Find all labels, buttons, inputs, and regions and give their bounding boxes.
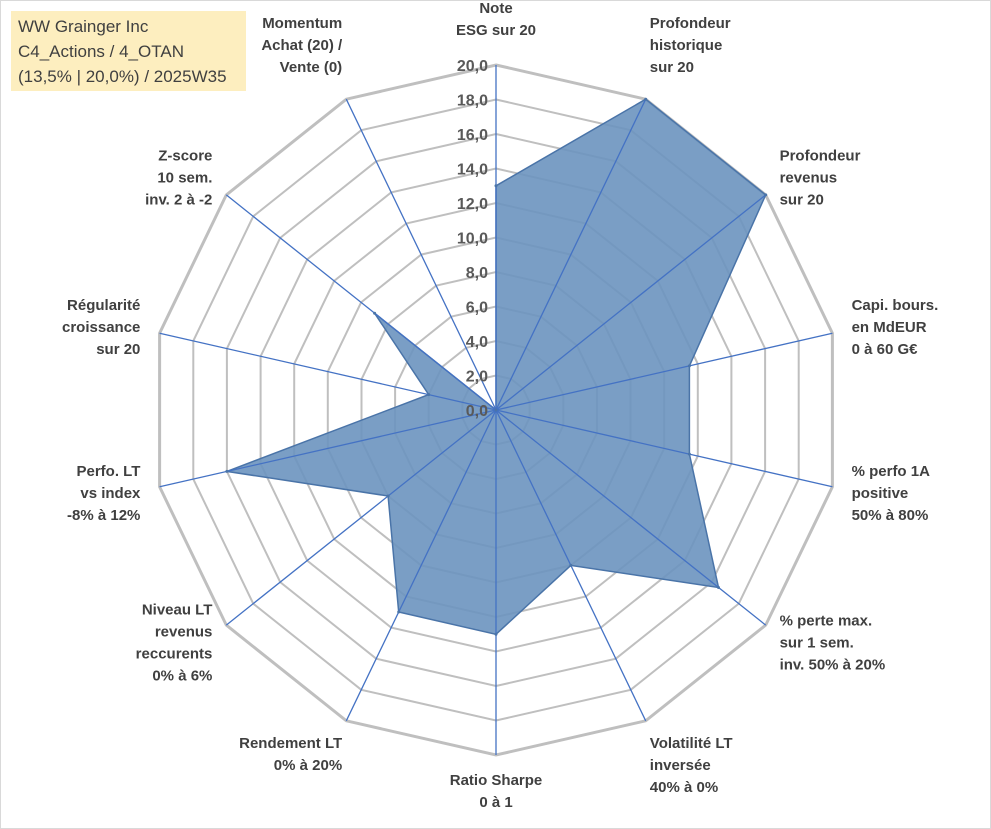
axis-label-13-line-0: Momentum	[262, 15, 342, 32]
data-point-3	[687, 364, 691, 368]
axis-spoke-5	[495, 409, 767, 626]
axis-label-9: Niveau LT revenus reccurents 0% à 6%	[136, 602, 213, 685]
axis-label-12: Z-score 10 sem. inv. 2 à -2	[145, 147, 212, 208]
axis-label-13-line-1: Achat (20) /	[261, 37, 343, 54]
tick-label-9: 18,0	[457, 93, 488, 110]
axis-label-1-line-2: sur 20	[650, 59, 694, 76]
tick-label-5: 10,0	[457, 231, 488, 248]
chart-title-box: WW Grainger Inc C4_Actions / 4_OTAN (13,…	[11, 11, 246, 91]
tick-label-10: 20,0	[457, 58, 488, 75]
chart-title-company: WW Grainger Inc	[18, 17, 149, 36]
axis-label-11-line-0: Régularité	[67, 297, 140, 314]
axis-label-8-line-1: 0% à 20%	[274, 757, 342, 774]
axis-label-9-line-0: Niveau LT	[142, 602, 213, 619]
axis-label-0-line-0: Note	[479, 0, 512, 17]
axis-label-5-line-2: inv. 50% à 20%	[780, 657, 886, 674]
axis-label-12-line-1: 10 sem.	[157, 169, 212, 186]
data-point-10	[225, 469, 229, 473]
axis-spoke-12	[225, 194, 497, 411]
data-point-0	[494, 184, 498, 188]
data-point-8	[397, 610, 401, 614]
axis-spoke-8	[345, 409, 497, 722]
axis-label-9-line-2: reccurents	[136, 646, 213, 663]
data-point-9	[386, 494, 390, 498]
axis-label-3-line-0: Capi. bours.	[852, 297, 939, 314]
axis-spoke-1	[495, 98, 647, 411]
axis-label-7-line-1: 0 à 1	[479, 794, 512, 811]
tick-label-6: 12,0	[457, 196, 488, 213]
axis-label-2-line-0: Profondeur	[780, 147, 861, 164]
data-point-11	[427, 393, 431, 397]
tick-label-2: 4,0	[466, 334, 488, 351]
axis-label-12-line-2: inv. 2 à -2	[145, 191, 212, 208]
axis-label-0: Note ESG sur 20	[456, 0, 536, 39]
axis-label-4: % perfo 1A positive 50% à 80%	[852, 463, 931, 524]
axis-label-9-line-3: 0% à 6%	[152, 668, 212, 685]
data-point-12	[373, 311, 377, 315]
axis-label-2-line-2: sur 20	[780, 191, 824, 208]
chart-title-category: C4_Actions / 4_OTAN	[18, 42, 184, 61]
axis-label-6-line-0: Volatilité LT	[650, 735, 733, 752]
axis-label-6-line-2: 40% à 0%	[650, 779, 718, 796]
axis-label-10-line-2: -8% à 12%	[67, 507, 140, 524]
axis-label-1: Profondeur historique sur 20	[650, 15, 731, 76]
axis-label-10: Perfo. LT vs index -8% à 12%	[67, 463, 141, 524]
axis-label-11-line-2: sur 20	[96, 341, 140, 358]
data-point-1	[644, 97, 648, 101]
axis-label-2: Profondeur revenus sur 20	[780, 147, 861, 208]
axis-label-3: Capi. bours. en MdEUR 0 à 60 G€	[852, 297, 939, 358]
axis-spoke-3	[495, 332, 833, 411]
axis-label-3-line-2: 0 à 60 G€	[852, 341, 919, 358]
data-point-5	[717, 586, 720, 589]
axis-label-11: Régularité croissance sur 20	[62, 297, 140, 358]
tick-label-8: 16,0	[457, 127, 488, 144]
axis-label-6: Volatilité LT inversée 40% à 0%	[650, 735, 733, 796]
axis-label-4-line-0: % perfo 1A	[852, 463, 931, 480]
axis-label-5-line-1: sur 1 sem.	[780, 635, 854, 652]
axis-label-10-line-1: vs index	[80, 485, 141, 502]
axis-label-2-line-1: revenus	[780, 169, 838, 186]
tick-label-3: 6,0	[466, 300, 488, 317]
axis-label-3-line-1: en MdEUR	[852, 319, 927, 336]
data-point-2	[764, 193, 768, 197]
axis-label-4-line-2: 50% à 80%	[852, 507, 929, 524]
axis-spoke-4	[495, 409, 833, 488]
axis-spoke-13	[345, 98, 497, 411]
tick-label-7: 14,0	[457, 162, 488, 179]
data-point-13	[494, 408, 498, 412]
data-point-7	[494, 632, 498, 636]
data-point-4	[687, 452, 691, 456]
axis-spoke-2	[495, 194, 767, 411]
axis-label-0-line-1: ESG sur 20	[456, 22, 536, 39]
axis-label-11-line-1: croissance	[62, 319, 140, 336]
axis-label-13: Momentum Achat (20) / Vente (0)	[261, 15, 343, 76]
axis-label-5-line-0: % perte max.	[780, 613, 873, 630]
axis-label-5: % perte max. sur 1 sem. inv. 50% à 20%	[780, 613, 886, 674]
tick-label-4: 8,0	[466, 265, 488, 282]
axis-spoke-10	[159, 409, 497, 488]
axis-label-13-line-2: Vente (0)	[280, 59, 343, 76]
axis-label-10-line-0: Perfo. LT	[77, 463, 141, 480]
tick-label-1: 2,0	[466, 369, 488, 386]
axis-spoke-11	[159, 332, 497, 411]
axis-label-8-line-0: Rendement LT	[239, 735, 342, 752]
axis-label-1-line-1: historique	[650, 37, 723, 54]
axis-label-8: Rendement LT 0% à 20%	[239, 735, 342, 774]
axis-label-4-line-1: positive	[852, 485, 909, 502]
axis-label-12-line-0: Z-score	[158, 147, 212, 164]
axis-spoke-9	[225, 409, 497, 626]
tick-label-0: 0,0	[466, 403, 488, 420]
axis-label-7-line-0: Ratio Sharpe	[450, 772, 543, 789]
axis-label-9-line-1: revenus	[155, 624, 213, 641]
axis-label-1-line-0: Profondeur	[650, 15, 731, 32]
chart-title-params: (13,5% | 20,0%) / 2025W35	[18, 67, 227, 86]
data-point-6	[569, 563, 573, 567]
axis-label-7: Ratio Sharpe 0 à 1	[450, 772, 543, 811]
axis-label-6-line-1: inversée	[650, 757, 711, 774]
